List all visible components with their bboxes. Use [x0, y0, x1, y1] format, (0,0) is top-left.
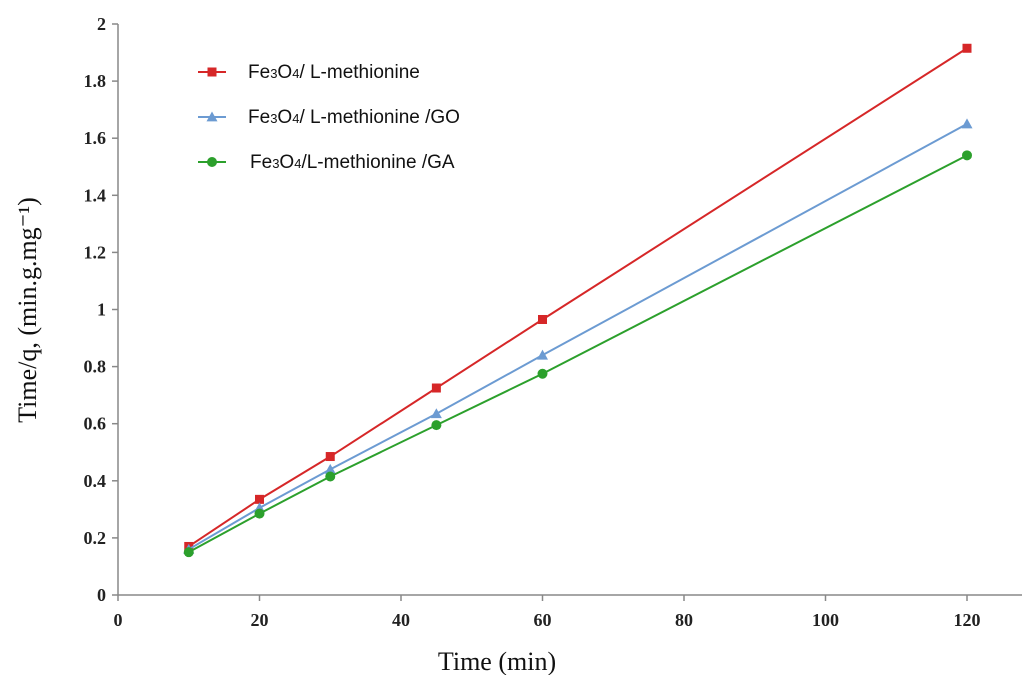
x-tick-label: 40 [392, 610, 410, 630]
legend-label-part: /L-methionine /GA [301, 152, 454, 173]
data-point [325, 452, 335, 462]
legend-marker [207, 157, 217, 167]
legend-label-part: 3 [272, 156, 279, 171]
legend-marker [207, 67, 217, 77]
data-point [254, 508, 265, 519]
x-ticks: 0 20 40 60 80 100 120 [114, 595, 981, 630]
series-layer [183, 43, 973, 558]
y-tick-label: 1.4 [84, 185, 107, 205]
y-tick-label: 0.2 [84, 528, 107, 548]
legend-label-part: 4 [294, 156, 301, 171]
legend-label-part: O [277, 107, 292, 128]
x-tick-label: 80 [675, 610, 693, 630]
legend-label-part: Fe [248, 107, 270, 128]
legend-label: Fe3O4/ L-methionine /GO [248, 107, 460, 128]
legend-label-part: 4 [292, 66, 299, 81]
data-point [430, 408, 442, 419]
series-line [188, 123, 968, 551]
data-point [537, 349, 548, 360]
y-tick-label: 1.8 [84, 71, 107, 91]
legend-label: Fe3O4/ L-methionine [248, 62, 420, 83]
data-point [325, 471, 336, 482]
x-tick-label: 120 [954, 610, 981, 630]
legend-label-part: O [279, 152, 294, 173]
series-line [188, 154, 968, 554]
legend-label-part: Fe [250, 152, 272, 173]
y-tick-label: 0.8 [84, 357, 107, 377]
y-tick-label: 0 [97, 585, 106, 605]
y-tick-label: 1.6 [84, 128, 107, 148]
x-axis-title: Time (min) [438, 647, 556, 675]
x-tick-label: 0 [114, 610, 123, 630]
data-point [537, 368, 548, 379]
legend-item: Fe3O4/ L-methionine /GO [198, 107, 460, 128]
y-tick-label: 1 [97, 300, 106, 320]
y-tick-label: 1.2 [84, 242, 107, 262]
legend-label-part: 3 [270, 111, 277, 126]
data-point [962, 150, 972, 161]
data-point [962, 43, 972, 53]
legend-label-part: / L-methionine /GO [299, 107, 460, 128]
legend-label-part: 3 [270, 66, 277, 81]
data-point [538, 314, 547, 324]
data-point [431, 383, 441, 393]
y-tick-label: 0.6 [84, 414, 107, 434]
series-3 [183, 150, 972, 558]
y-tick-label: 2 [97, 14, 106, 34]
series-line [188, 47, 968, 548]
y-tick-label: 0.4 [84, 471, 107, 491]
legend-item: Fe3O4/L-methionine /GA [198, 152, 455, 173]
data-point [431, 420, 442, 431]
data-point [183, 547, 194, 558]
series-2 [183, 118, 973, 554]
legend-item: Fe3O4/ L-methionine [198, 62, 420, 83]
legend-label-part: O [277, 62, 292, 83]
x-tick-label: 20 [251, 610, 269, 630]
data-point [255, 494, 264, 504]
legend-label-part: / L-methionine [299, 62, 419, 83]
data-point [961, 118, 973, 129]
y-axis-title: Time/q, (min.g.mg⁻¹) [13, 197, 42, 423]
data-point [324, 463, 336, 474]
legend-label: Fe3O4/L-methionine /GA [250, 152, 455, 173]
x-tick-label: 100 [812, 610, 839, 630]
legend-marker [206, 111, 218, 122]
legend-label-part: Fe [248, 62, 270, 83]
legend-label-part: 4 [292, 111, 299, 126]
x-tick-label: 60 [534, 610, 552, 630]
y-ticks: 0 0.2 0.4 0.6 0.8 1 1.2 1.4 1.6 1.8 2 [84, 14, 118, 605]
